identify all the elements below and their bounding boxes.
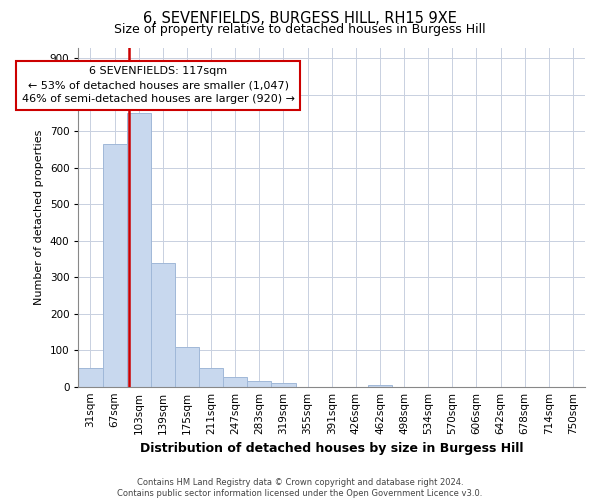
- Bar: [175, 348, 199, 387]
- Bar: [103, 144, 127, 386]
- Text: 6, SEVENFIELDS, BURGESS HILL, RH15 9XE: 6, SEVENFIELDS, BURGESS HILL, RH15 9XE: [143, 11, 457, 26]
- Bar: [368, 385, 392, 386]
- Bar: [151, 264, 175, 386]
- Bar: [199, 368, 223, 386]
- Text: 6 SEVENFIELDS: 117sqm
← 53% of detached houses are smaller (1,047)
46% of semi-d: 6 SEVENFIELDS: 117sqm ← 53% of detached …: [22, 66, 295, 104]
- Text: Size of property relative to detached houses in Burgess Hill: Size of property relative to detached ho…: [114, 22, 486, 36]
- Bar: [247, 381, 271, 386]
- Bar: [271, 383, 296, 386]
- Y-axis label: Number of detached properties: Number of detached properties: [34, 130, 44, 305]
- X-axis label: Distribution of detached houses by size in Burgess Hill: Distribution of detached houses by size …: [140, 442, 523, 455]
- Bar: [79, 368, 103, 386]
- Text: Contains HM Land Registry data © Crown copyright and database right 2024.
Contai: Contains HM Land Registry data © Crown c…: [118, 478, 482, 498]
- Bar: [223, 377, 247, 386]
- Bar: [127, 113, 151, 386]
